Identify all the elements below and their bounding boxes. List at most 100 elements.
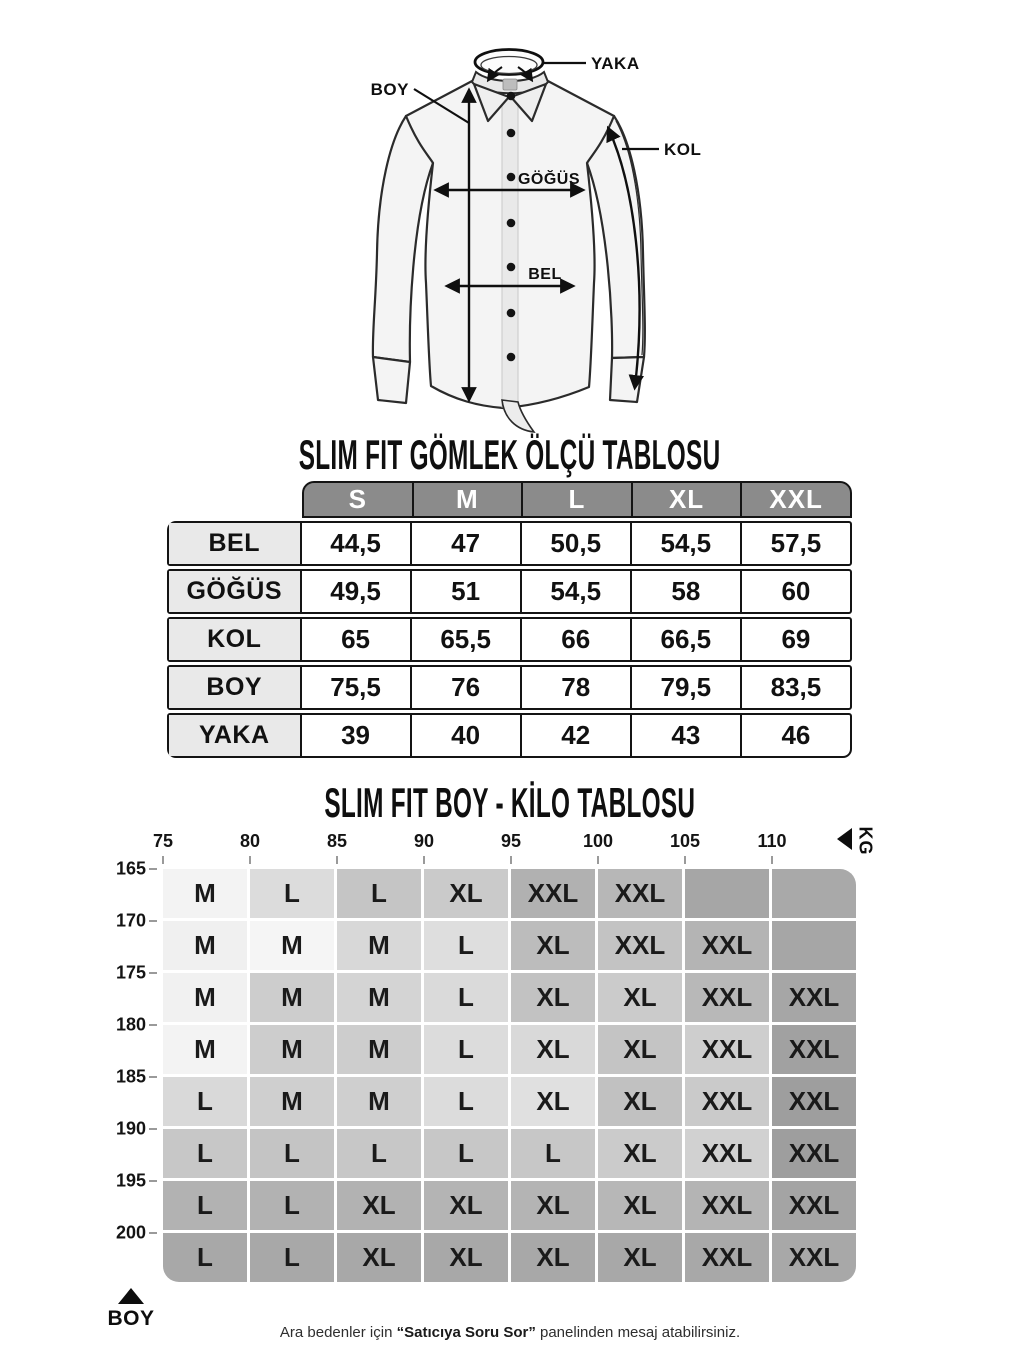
kilo-cell: XL	[424, 869, 508, 918]
kg-tick-mark	[162, 856, 164, 864]
size-table-header: S M L XL XXL	[302, 481, 852, 518]
shirt-left-cuff	[371, 355, 412, 405]
size-table-row: BEL 44,5 47 50,5 54,5 57,5	[167, 521, 852, 566]
kg-axis: KG 75 80 85 90 95 100 105 110	[153, 826, 876, 869]
kilo-cell: XXL	[685, 1129, 769, 1178]
size-table-body: BEL 44,5 47 50,5 54,5 57,5 GÖĞÜS 49,5 51 54,5 58 60…	[167, 521, 852, 758]
kilo-cell: L	[424, 921, 508, 970]
boy-tick-mark	[149, 1180, 157, 1182]
size-column-header: S	[348, 484, 367, 514]
kg-tick-mark	[249, 856, 251, 864]
size-value-cell: 44,5	[330, 528, 381, 558]
kilo-cell: XL	[598, 1233, 682, 1282]
kilo-cell: XXL	[685, 921, 769, 970]
button-icon	[506, 128, 516, 138]
kilo-cell: M	[250, 1077, 334, 1126]
kilo-cell: M	[163, 973, 247, 1022]
kilo-cell: L	[163, 1181, 247, 1230]
button-icon	[506, 352, 516, 362]
kilo-cell: M	[337, 973, 421, 1022]
size-value-cell: 66,5	[629, 619, 740, 660]
kg-tick-label: 105	[669, 831, 701, 851]
kilo-cell	[772, 921, 856, 970]
kg-tick-label: 90	[413, 831, 435, 851]
kilo-cell: XL	[511, 1233, 595, 1282]
size-value-cell: 65	[341, 624, 370, 654]
kilo-cell: XL	[598, 1025, 682, 1074]
size-table-row: YAKA 39 40 42 43 46	[167, 713, 852, 758]
boy-tick-label: 195	[115, 1170, 146, 1191]
size-row-label: BOY	[169, 667, 302, 708]
kilo-cell: XXL	[772, 1129, 856, 1178]
size-value-cell: 39	[341, 720, 370, 750]
kilo-cell: XL	[598, 973, 682, 1022]
kilo-cell: L	[163, 1233, 247, 1282]
boy-tick-label: 180	[115, 1014, 146, 1035]
kilo-cell: XXL	[598, 869, 682, 918]
shirt-collar-left-flap	[472, 82, 511, 123]
footer-note: Ara bedenler için “Satıcıya Soru Sor” pa…	[0, 1324, 1020, 1341]
size-value-cell: 47	[409, 523, 520, 564]
size-value-cell: 50,5	[519, 523, 630, 564]
kilo-cell: L	[424, 1077, 508, 1126]
kg-tick-label: 85	[326, 831, 348, 851]
size-value-cell: 54,5	[519, 571, 630, 612]
footer-bold: “Satıcıya Soru Sor”	[396, 1324, 536, 1341]
kg-tick-mark	[423, 856, 425, 864]
kg-axis-indicator: KG	[837, 826, 878, 855]
size-value-cell: 69	[739, 619, 850, 660]
kilo-table-title-text: SLIM FIT BOY - KİLO TABLOSU	[324, 779, 696, 826]
size-column-header: M	[411, 483, 522, 516]
size-value-cell: 66	[519, 619, 630, 660]
kilo-cell: XXL	[511, 869, 595, 918]
kilo-cell: XXL	[685, 1025, 769, 1074]
kilo-cell: M	[250, 921, 334, 970]
kg-arrow-left-icon	[837, 828, 852, 850]
kilo-cell: XL	[511, 1025, 595, 1074]
shirt-collar-right-flap	[509, 82, 548, 123]
size-table-title: SLIM FIT GÖMLEK ÖLÇÜ TABLOSU	[0, 434, 1020, 476]
kg-tick-mark	[336, 856, 338, 864]
kilo-table-title: SLIM FIT BOY - KİLO TABLOSU	[0, 782, 1020, 824]
size-value-cell: 42	[519, 715, 630, 756]
kilo-cell: L	[424, 1025, 508, 1074]
kilo-cell: XL	[511, 921, 595, 970]
kilo-cell: XXL	[772, 1181, 856, 1230]
collar-ring-outer	[473, 48, 545, 76]
kilo-cell: XXL	[772, 1233, 856, 1282]
kilo-cell: XXL	[685, 973, 769, 1022]
size-value-cell: 46	[739, 715, 850, 756]
size-value-cell: 49,5	[330, 576, 381, 606]
kilo-cell: M	[163, 869, 247, 918]
size-value-cell: 57,5	[739, 523, 850, 564]
collar-ring-inner	[480, 55, 538, 75]
kilo-cell: M	[337, 1025, 421, 1074]
size-value-cell: 76	[409, 667, 520, 708]
boy-tick-mark	[149, 868, 157, 870]
boy-tick-label: 200	[115, 1222, 146, 1243]
boy-axis-indicator: BOY	[105, 1288, 157, 1331]
boy-tick-label: 170	[115, 910, 146, 931]
kilo-cell: XXL	[685, 1233, 769, 1282]
kilo-cell: L	[250, 869, 334, 918]
size-column-header: L	[521, 483, 631, 516]
shirt-placket-tail	[501, 399, 536, 433]
shirt-buttons	[506, 91, 516, 362]
size-value-cell: 51	[409, 571, 520, 612]
size-value-cell: 40	[409, 715, 520, 756]
kilo-cell: L	[250, 1233, 334, 1282]
kilo-cell: L	[250, 1181, 334, 1230]
kilo-cell: L	[163, 1077, 247, 1126]
button-icon	[506, 218, 516, 228]
size-value-cell: 65,5	[409, 619, 520, 660]
kg-tick-mark	[684, 856, 686, 864]
kol-measure-arrow	[606, 125, 645, 391]
shirt-diagram: YAKA BOY KOL GÖĞÜS BEL	[371, 48, 701, 433]
button-icon	[506, 172, 516, 182]
kilo-cell: L	[250, 1129, 334, 1178]
size-table: S M L XL XXL BEL 44,5 47 50,5 54,5 57,5 GÖĞÜS 49,5 5…	[167, 481, 852, 758]
kilo-cell: XL	[598, 1129, 682, 1178]
boy-tick-label: 165	[115, 858, 146, 879]
kilo-cell: XL	[337, 1181, 421, 1230]
